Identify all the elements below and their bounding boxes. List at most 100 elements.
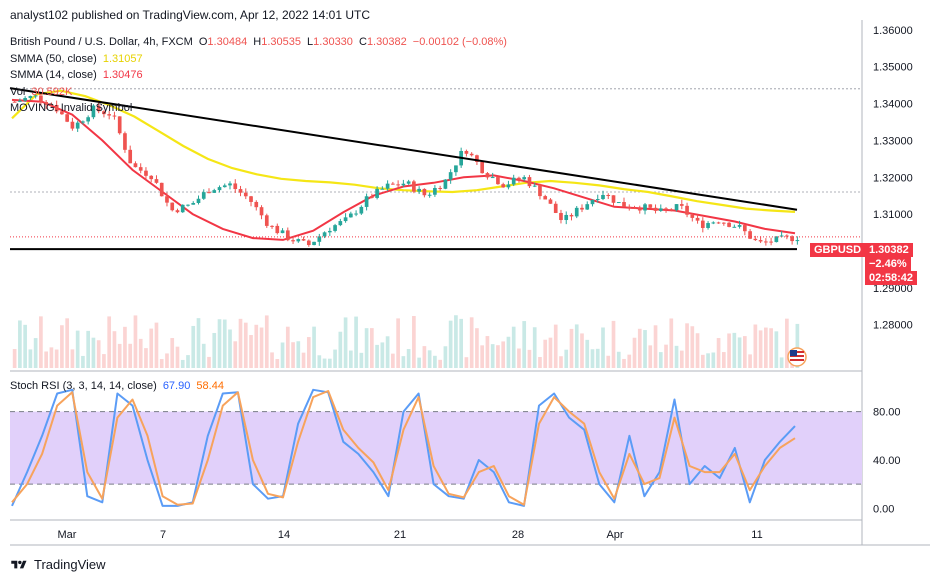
- footer-brand[interactable]: TradingView: [10, 557, 106, 572]
- candle-body: [170, 202, 175, 211]
- volume-bar: [165, 353, 169, 368]
- stoch-legend[interactable]: Stoch RSI (3, 3, 14, 14, close) 67.90 58…: [10, 380, 224, 392]
- candle-body: [480, 161, 485, 174]
- candle-body: [149, 175, 154, 180]
- candle-body: [685, 205, 689, 215]
- candle-body: [737, 225, 742, 227]
- smma50-series: [11, 89, 796, 213]
- volume-bar: [312, 326, 316, 368]
- volume-bar: [475, 328, 479, 368]
- volume-bar: [159, 359, 164, 368]
- open-value: 1.30484: [207, 36, 248, 48]
- volume-bar: [469, 317, 474, 368]
- time-tick-label: Mar: [58, 529, 77, 541]
- stoch-k-series: [11, 388, 796, 507]
- candle-body: [785, 235, 789, 237]
- volume-legend[interactable]: Vol 30.592K: [10, 86, 72, 98]
- candle-body: [475, 155, 479, 162]
- candle-body: [175, 210, 180, 213]
- stoch-label: Stoch RSI (3, 3, 14, 14, close): [10, 380, 157, 392]
- volume-bar: [359, 352, 364, 368]
- candle-body: [196, 198, 201, 203]
- volume-bar: [758, 330, 763, 368]
- candle-body: [322, 232, 327, 237]
- candle-body: [333, 225, 337, 231]
- candle-body: [107, 114, 112, 116]
- volume-bar: [291, 342, 295, 368]
- volume-bar: [117, 343, 122, 368]
- volume-bar: [412, 316, 416, 368]
- smma50-line: [11, 89, 796, 213]
- candle-body: [54, 104, 59, 112]
- volume-bar: [123, 326, 127, 368]
- candle-body: [721, 222, 726, 224]
- stoch-d-series: [11, 390, 796, 506]
- candle-body: [690, 214, 695, 218]
- candle-body: [580, 207, 584, 210]
- volume-bars: [12, 315, 800, 368]
- volume-value: 30.592K: [31, 86, 73, 98]
- candle-body: [359, 206, 364, 214]
- candle-body: [112, 115, 117, 117]
- volume-bar: [60, 325, 64, 368]
- volume-bar: [327, 358, 332, 368]
- candle-body: [648, 204, 653, 208]
- smma50-legend[interactable]: SMMA (50, close) 1.31057: [10, 53, 143, 65]
- price-axis-ticks: 1.36000 1.35000 1.34000 1.33000 1.32000 1.310…: [873, 25, 913, 332]
- volume-bar: [370, 328, 374, 368]
- time-tick-label: Apr: [606, 529, 623, 541]
- candle-body: [454, 165, 458, 173]
- candle-body: [585, 204, 590, 210]
- volume-bar: [464, 357, 469, 368]
- candle-body: [81, 121, 85, 123]
- symbol-tag: GBPUSD: [810, 243, 866, 257]
- volume-bar: [12, 349, 17, 368]
- volume-bar: [690, 326, 695, 368]
- time-tick-label: 7: [160, 529, 166, 541]
- candle-body: [138, 167, 143, 171]
- candle-body: [653, 207, 658, 211]
- candle-body: [312, 241, 316, 246]
- volume-bar: [590, 349, 595, 368]
- volume-bar: [795, 323, 800, 368]
- candle-body: [306, 240, 311, 246]
- volume-bar: [338, 331, 343, 368]
- publish-info: analyst102 published on TradingView.com,…: [10, 8, 371, 22]
- candle-body: [338, 221, 343, 226]
- candle-body: [270, 225, 274, 227]
- candle-body: [317, 236, 322, 242]
- volume-bar: [716, 338, 721, 368]
- candle-body: [517, 177, 521, 180]
- price-tick-label: 1.31000: [873, 209, 913, 221]
- candle-body: [264, 215, 269, 226]
- candle-body: [753, 238, 758, 241]
- candle-body: [595, 199, 600, 201]
- volume-bar: [96, 340, 101, 368]
- volume-bar: [653, 325, 658, 368]
- candle-body: [590, 199, 595, 205]
- volume-bar: [779, 357, 784, 368]
- price-tick-label: 1.32000: [873, 172, 913, 184]
- close-value: 1.30382: [366, 36, 407, 48]
- stoch-tick-label: 40.00: [873, 455, 901, 467]
- volume-bar: [65, 318, 69, 368]
- volume-bar: [695, 333, 700, 368]
- volume-bar: [228, 329, 232, 368]
- candle-body: [606, 194, 611, 196]
- candle-body: [711, 222, 716, 224]
- volume-bar: [39, 316, 43, 368]
- candle-body: [464, 150, 469, 154]
- volume-bar: [532, 327, 537, 368]
- volume-bar: [585, 339, 590, 368]
- time-tick-label: 14: [278, 529, 290, 541]
- candle-body: [180, 204, 185, 213]
- candle-body: [548, 199, 553, 204]
- candle-body: [522, 177, 527, 180]
- candle-body: [133, 163, 138, 168]
- volume-bar: [454, 315, 458, 368]
- volume-bar: [485, 336, 490, 368]
- candle-body: [406, 181, 411, 184]
- price-tick-label: 1.36000: [873, 25, 913, 37]
- smma14-legend[interactable]: SMMA (14, close) 1.30476: [10, 69, 143, 81]
